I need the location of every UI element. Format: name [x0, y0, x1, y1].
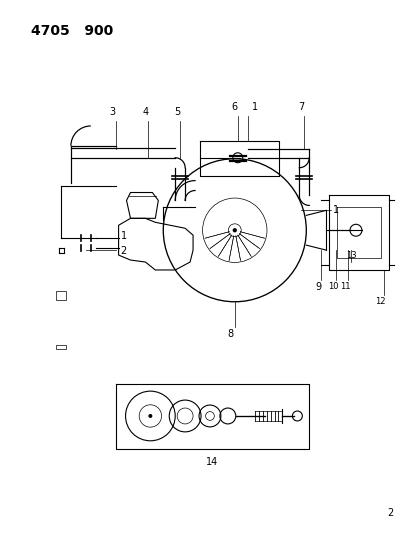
Text: 1: 1	[333, 205, 339, 215]
Text: 6: 6	[232, 102, 238, 112]
Text: 8: 8	[228, 328, 234, 338]
Text: 1: 1	[252, 102, 258, 112]
Text: 2: 2	[121, 246, 127, 256]
Text: 11: 11	[340, 282, 350, 291]
Circle shape	[149, 414, 152, 418]
Text: 12: 12	[375, 297, 386, 306]
Text: 2: 2	[388, 508, 394, 518]
Text: 9: 9	[315, 282, 321, 292]
Text: 3: 3	[110, 107, 116, 117]
Text: 10: 10	[328, 282, 338, 291]
Text: 14: 14	[206, 457, 218, 466]
Text: 5: 5	[174, 107, 180, 117]
Circle shape	[233, 228, 237, 232]
Text: 4705   900: 4705 900	[31, 23, 113, 38]
Text: 13: 13	[346, 251, 356, 260]
Text: 7: 7	[298, 102, 304, 112]
Text: 4: 4	[142, 107, 149, 117]
Text: 1: 1	[121, 231, 127, 241]
